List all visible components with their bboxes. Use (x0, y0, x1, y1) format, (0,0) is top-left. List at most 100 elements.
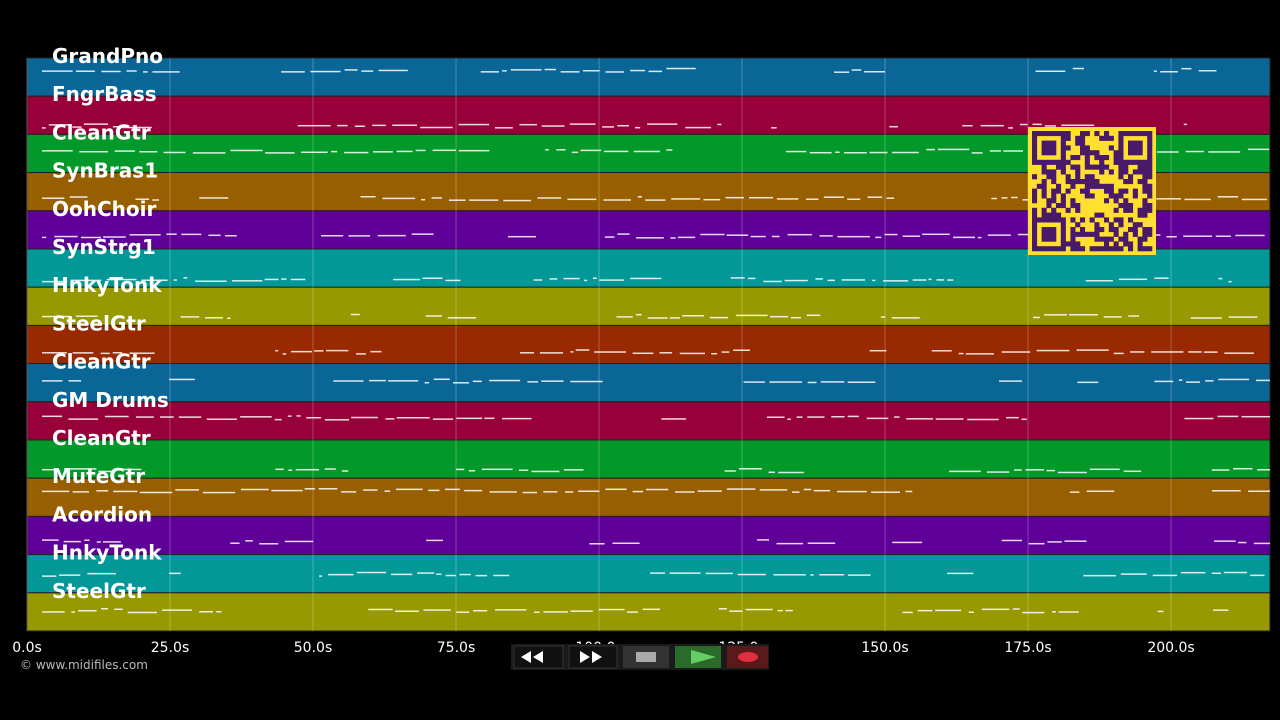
note (756, 539, 770, 541)
qr-cell (1123, 188, 1129, 194)
note (583, 279, 588, 282)
qr-cell (1060, 227, 1066, 233)
note (777, 609, 783, 612)
qr-cell (1104, 164, 1110, 170)
note (1233, 467, 1253, 470)
note (42, 197, 65, 199)
note (847, 381, 876, 383)
qr-cell (1060, 131, 1066, 137)
qr-cell (1118, 174, 1124, 180)
note (567, 198, 597, 201)
qr-cell (1075, 135, 1081, 141)
note (98, 470, 114, 473)
qr-cell (1137, 140, 1143, 146)
note (173, 279, 177, 281)
qr-cell (1060, 246, 1066, 252)
note (83, 123, 108, 125)
qr-cell (1132, 222, 1138, 228)
note (809, 151, 832, 154)
qr-cell (1032, 217, 1038, 223)
record-button[interactable] (727, 646, 768, 668)
qr-cell (1128, 150, 1134, 156)
qr-cell (1032, 241, 1038, 247)
note (42, 468, 59, 471)
qr-cell (1060, 241, 1066, 247)
qr-cell (1084, 145, 1090, 151)
note (42, 611, 65, 613)
note (458, 149, 490, 152)
play-button[interactable] (675, 646, 721, 668)
note (1208, 151, 1241, 153)
note (284, 540, 314, 543)
track-name: HnkyTonk (52, 273, 162, 297)
note (390, 573, 413, 576)
qr-cell (1142, 203, 1148, 209)
qr-cell (1041, 207, 1047, 213)
note (725, 196, 745, 199)
qr-cell (1137, 179, 1143, 185)
note (841, 279, 866, 281)
qr-cell (1128, 227, 1134, 233)
note (432, 418, 454, 420)
qr-cell (1099, 164, 1105, 170)
forward-button[interactable] (568, 645, 618, 669)
qr-cell (1060, 150, 1066, 156)
qr-cell (1128, 241, 1134, 247)
note (415, 149, 426, 152)
note (730, 277, 745, 279)
note (139, 150, 158, 153)
qr-cell (1084, 150, 1090, 156)
note (1035, 70, 1066, 73)
note (999, 380, 1023, 382)
note (747, 277, 756, 280)
note (494, 127, 513, 129)
qr-cell (1080, 145, 1086, 151)
qr-cell (1041, 236, 1047, 242)
qr-cell (1046, 231, 1052, 237)
note (351, 416, 378, 419)
note (724, 470, 736, 472)
note (42, 539, 59, 541)
note (1188, 351, 1202, 353)
note (78, 610, 97, 612)
rewind-button[interactable] (513, 645, 564, 669)
note (670, 237, 676, 239)
note (570, 351, 574, 353)
note (815, 278, 823, 280)
qr-cell (1046, 131, 1052, 137)
note (291, 350, 312, 353)
note (459, 573, 471, 576)
note (787, 233, 813, 236)
note (1019, 123, 1028, 126)
qr-cell (1089, 231, 1095, 237)
qr-cell (1060, 217, 1066, 223)
note (1103, 316, 1122, 318)
note (63, 540, 81, 543)
note (635, 313, 642, 316)
note (169, 378, 195, 381)
tick-label: 175.0s (1004, 640, 1051, 656)
qr-cell (1070, 231, 1076, 237)
stop-button[interactable] (623, 646, 669, 668)
note (469, 199, 499, 201)
qr-cell (1113, 198, 1119, 204)
qr-cell (1089, 217, 1095, 223)
note (626, 611, 639, 613)
note (327, 573, 354, 576)
note (101, 607, 108, 610)
note (965, 353, 994, 355)
note (114, 608, 123, 611)
note (420, 126, 453, 129)
qr-cell (1075, 164, 1081, 170)
qr-cell (1113, 150, 1119, 156)
tick-label: 25.0s (151, 640, 189, 656)
note (424, 381, 430, 384)
note (265, 152, 295, 154)
note (1218, 378, 1249, 381)
note (162, 609, 193, 611)
qr-cell (1046, 236, 1052, 242)
qr-cell (1051, 227, 1057, 233)
note (1014, 469, 1022, 471)
qr-cell (1147, 231, 1153, 237)
note (318, 488, 338, 490)
